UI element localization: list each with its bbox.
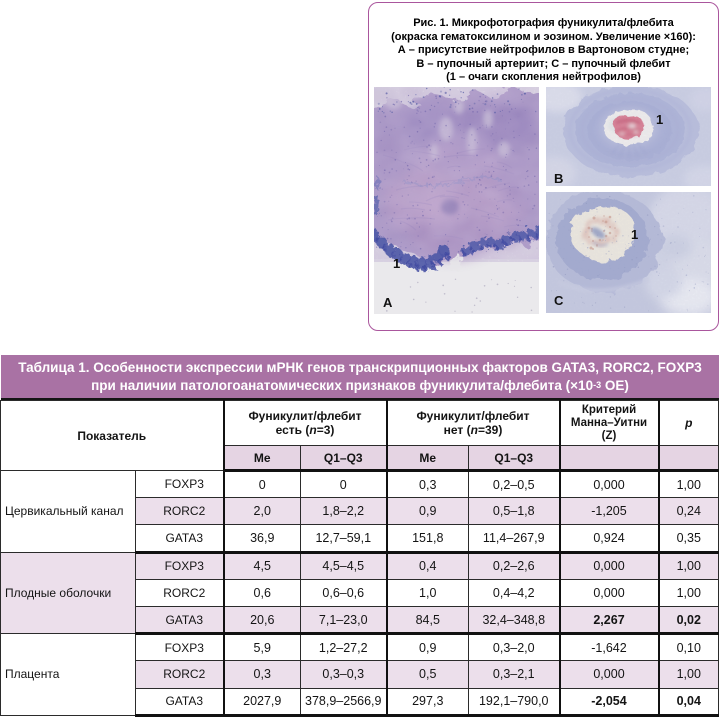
svg-text:1: 1 <box>393 256 400 271</box>
svg-text:A: A <box>383 295 393 310</box>
svg-text:B: B <box>554 171 563 186</box>
svg-text:C: C <box>554 293 564 308</box>
svg-text:1: 1 <box>631 227 638 242</box>
svg-text:1: 1 <box>656 112 663 127</box>
